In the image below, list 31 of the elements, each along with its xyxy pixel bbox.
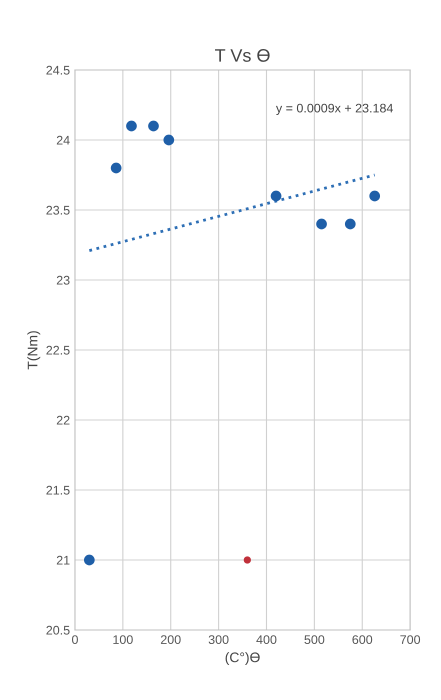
x-tick-label: 400 bbox=[256, 635, 276, 644]
point bbox=[244, 556, 251, 564]
y-tick-label: 22.5 bbox=[46, 346, 70, 355]
x-tick-label: 300 bbox=[208, 635, 229, 644]
x-axis-title: (C°)ϴ bbox=[226, 652, 260, 666]
x-tick-label: 0 bbox=[72, 635, 78, 644]
annotation: y = 0.0009x + 23.184 bbox=[276, 104, 394, 116]
chart-title: T Vs ϴ bbox=[215, 49, 270, 62]
y-tick-label: 21.5 bbox=[46, 486, 70, 495]
point bbox=[316, 218, 327, 230]
y-axis-title: T(Nm) bbox=[27, 331, 40, 370]
x-tick-label: 200 bbox=[160, 635, 181, 644]
point bbox=[270, 190, 282, 202]
x-tick-label: 600 bbox=[352, 635, 372, 644]
point bbox=[163, 134, 174, 146]
x-tick-label: 500 bbox=[304, 635, 324, 644]
point bbox=[344, 218, 356, 230]
y-tick-label: 20.5 bbox=[46, 626, 70, 635]
y-tick-label: 23.5 bbox=[46, 206, 70, 215]
point bbox=[148, 120, 159, 132]
y-tick-label: 24 bbox=[56, 136, 70, 145]
point bbox=[369, 190, 380, 202]
point bbox=[110, 162, 122, 174]
point bbox=[126, 120, 137, 132]
y-tick-label: 23 bbox=[56, 276, 70, 285]
y-tick-label: 24.5 bbox=[46, 66, 70, 75]
y-tick-label: 21 bbox=[56, 556, 70, 565]
x-tick-label: 100 bbox=[113, 635, 133, 644]
point bbox=[84, 554, 95, 566]
x-tick-label: 700 bbox=[400, 635, 420, 644]
y-tick-label: 22 bbox=[56, 416, 70, 425]
